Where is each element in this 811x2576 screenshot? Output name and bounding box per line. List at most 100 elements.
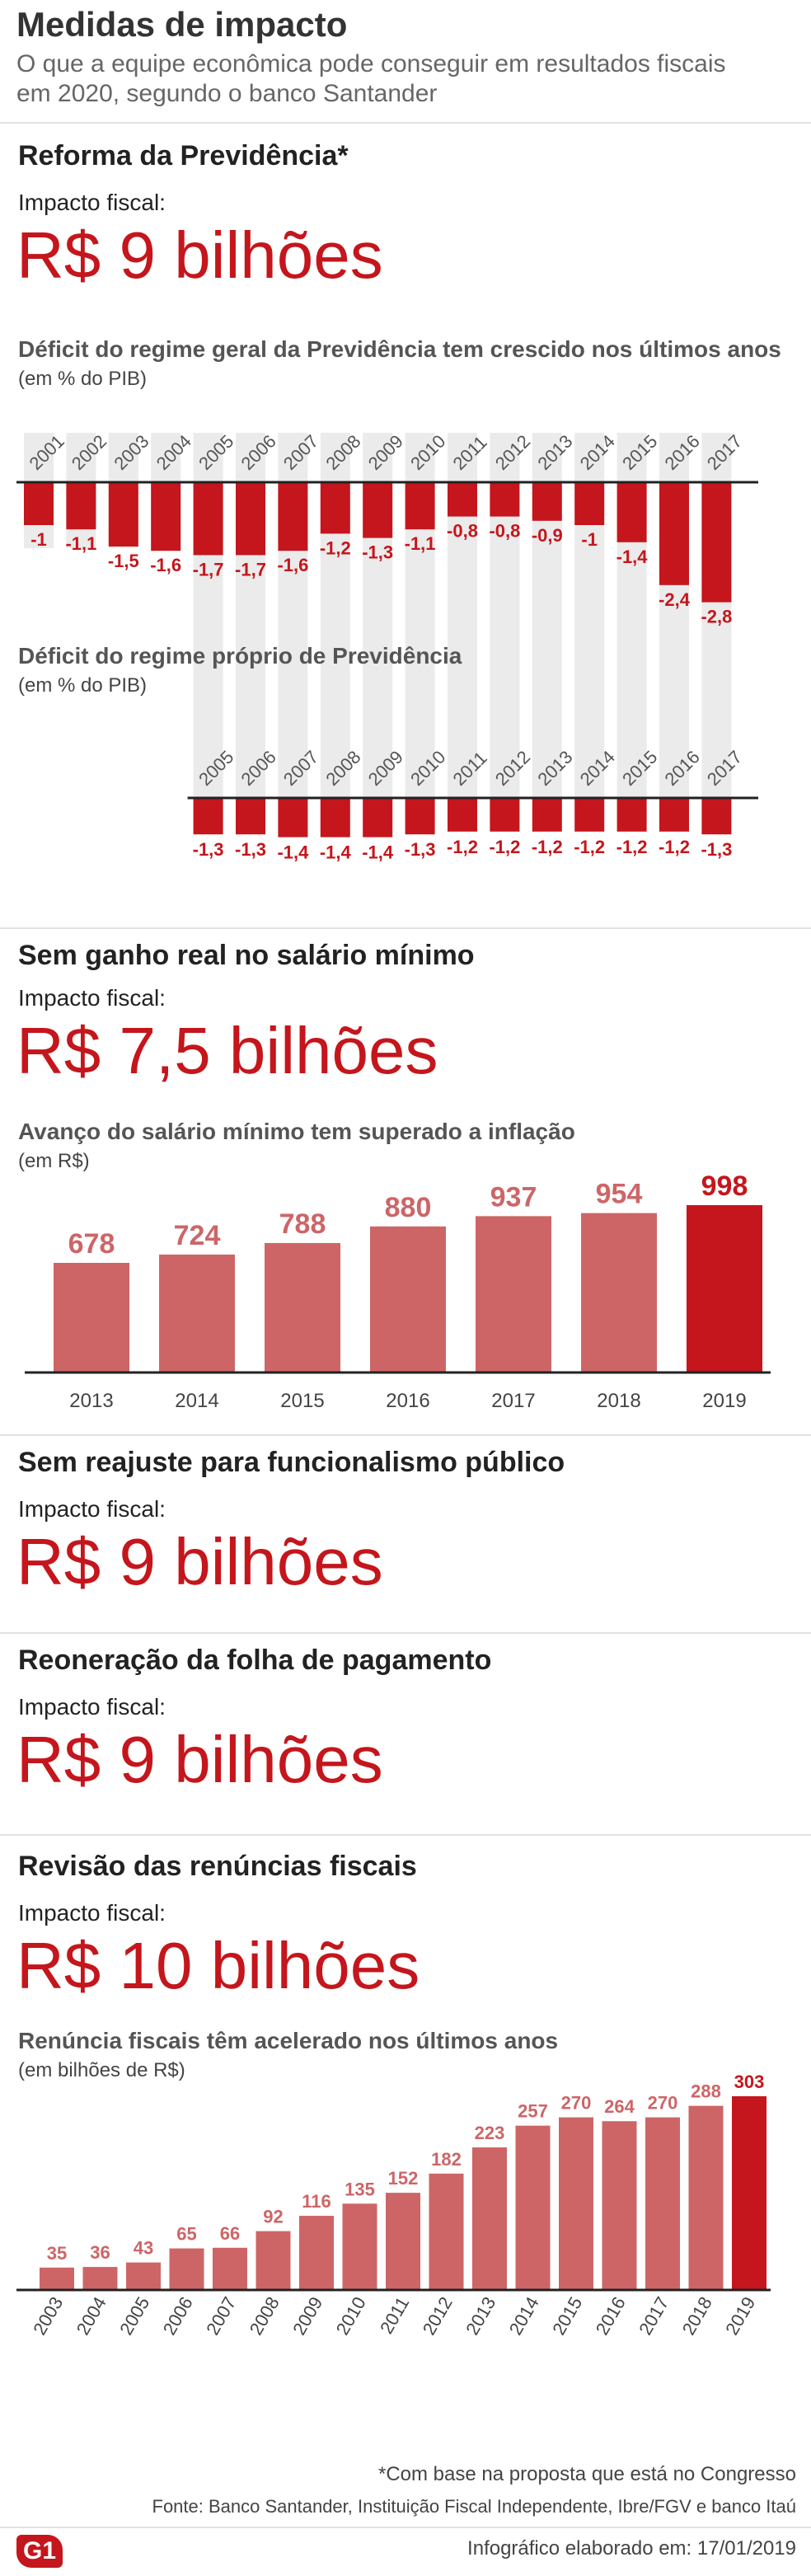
bar xyxy=(559,2117,593,2290)
bar xyxy=(213,2247,247,2290)
data-label: -1,7 xyxy=(193,559,224,579)
bar xyxy=(82,2267,118,2290)
data-label: 954 xyxy=(596,1179,643,1210)
data-label: 270 xyxy=(561,2093,592,2114)
bar xyxy=(602,2121,637,2290)
bar xyxy=(108,482,138,547)
page-title: Medidas de impacto xyxy=(16,5,348,44)
bar xyxy=(320,482,350,534)
bar xyxy=(54,1263,129,1372)
x-tick-label: 2011 xyxy=(376,2293,413,2337)
chart-title: Avanço do salário mínimo tem superado a … xyxy=(18,1119,575,1144)
bar xyxy=(659,798,689,832)
section-title-renuncias: Revisão das renúncias fiscais xyxy=(18,1851,417,1882)
data-label: 35 xyxy=(47,2243,67,2264)
bar xyxy=(472,2147,507,2290)
data-label: -1,6 xyxy=(150,555,181,575)
x-tick-label: 2008 xyxy=(246,2293,284,2339)
data-label: -1,1 xyxy=(65,533,96,554)
section-title-salario: Sem ganho real no salário mínimo xyxy=(18,940,475,971)
chart-unit: (em % do PIB) xyxy=(18,674,148,697)
divider xyxy=(0,1632,811,1634)
divider xyxy=(0,122,811,124)
x-tick-label: 2012 xyxy=(419,2293,457,2339)
data-label: 724 xyxy=(174,1220,221,1251)
divider xyxy=(0,927,811,929)
chart-rgps-deficit: 2001-12002-1,12003-1,52004-1,62005-1,720… xyxy=(16,431,758,863)
data-label: -1 xyxy=(30,529,47,550)
data-label: -1,1 xyxy=(405,533,436,554)
bar xyxy=(581,1213,657,1372)
data-label: -1,2 xyxy=(574,837,605,857)
data-label: -1,5 xyxy=(108,551,139,571)
x-tick-label: 2015 xyxy=(280,1390,324,1412)
bar xyxy=(151,482,181,551)
bar xyxy=(616,798,647,832)
chart-title: Déficit do regime próprio de Previdência xyxy=(18,643,462,669)
x-tick-label: 2005 xyxy=(115,2293,153,2339)
bar xyxy=(193,482,223,556)
divider xyxy=(0,2527,811,2528)
x-tick-label: 2014 xyxy=(175,1390,218,1412)
data-label: 257 xyxy=(518,2101,548,2122)
bar xyxy=(574,798,605,832)
bar xyxy=(405,482,435,530)
bar xyxy=(688,2105,724,2290)
bar xyxy=(265,1242,340,1372)
bar xyxy=(448,798,477,832)
bar xyxy=(490,482,520,517)
bar xyxy=(159,1254,235,1372)
chart-title: Renúncia fiscais têm acelerado nos últim… xyxy=(18,2028,559,2053)
bar xyxy=(126,2262,161,2290)
x-tick-label: 2006 xyxy=(159,2293,197,2339)
credit-date: Infográfico elaborado em: 17/01/2019 xyxy=(467,2537,796,2560)
bar xyxy=(299,2216,334,2290)
bar xyxy=(342,2203,377,2290)
bar xyxy=(532,798,562,832)
data-label: -1,2 xyxy=(616,837,648,857)
bar xyxy=(363,798,393,838)
bar xyxy=(405,798,435,835)
bar xyxy=(701,798,732,835)
divider xyxy=(0,1434,811,1436)
data-label: -0,8 xyxy=(489,521,520,542)
bar xyxy=(255,2231,291,2290)
bar xyxy=(193,798,223,835)
x-tick-label: 2004 xyxy=(73,2293,110,2339)
impact-value: R$ 10 bilhões xyxy=(16,1929,420,2002)
data-label: 678 xyxy=(68,1228,115,1260)
x-tick-label: 2003 xyxy=(29,2293,67,2339)
data-label: -1,3 xyxy=(362,542,393,563)
x-tick-label: 2018 xyxy=(597,1390,640,1412)
data-label: -2,8 xyxy=(701,607,732,627)
impact-value: R$ 7,5 bilhões xyxy=(16,1014,438,1087)
bar xyxy=(701,482,732,603)
bar xyxy=(616,482,647,542)
x-tick-label: 2019 xyxy=(721,2293,759,2339)
data-label: -1,4 xyxy=(320,842,352,863)
x-tick-label: 2016 xyxy=(592,2293,630,2339)
data-label: 116 xyxy=(302,2191,331,2212)
data-label: -1,3 xyxy=(405,839,436,860)
bar xyxy=(645,2117,680,2290)
data-label: 303 xyxy=(734,2072,765,2092)
bar xyxy=(386,2193,420,2290)
chart-salario-minimo: 678 2013 724 2014 788 2015 880 2016 937 2017 954 20… xyxy=(25,1171,771,1412)
g1-logo: G1 xyxy=(16,2535,63,2568)
x-tick-label: 2007 xyxy=(202,2293,240,2339)
data-label: -1,3 xyxy=(193,839,224,860)
x-tick-label: 2014 xyxy=(505,2293,543,2339)
data-label: 66 xyxy=(220,2223,240,2244)
data-label: 36 xyxy=(90,2242,110,2263)
data-label: 65 xyxy=(176,2224,196,2245)
chart-renuncias-fiscais: 35 2003 36 2004 43 2005 65 2006 66 2007 92 2008 116 2… xyxy=(16,2072,771,2339)
data-label: -1,4 xyxy=(362,842,394,863)
data-label: -1,2 xyxy=(532,837,563,857)
data-label: 264 xyxy=(604,2096,635,2117)
bar xyxy=(490,798,520,832)
bar xyxy=(515,2125,551,2290)
impact-value: R$ 9 bilhões xyxy=(16,218,383,292)
x-tick-label: 2009 xyxy=(288,2293,326,2339)
bar xyxy=(66,482,96,530)
chart-unit: (em % do PIB) xyxy=(18,368,148,390)
